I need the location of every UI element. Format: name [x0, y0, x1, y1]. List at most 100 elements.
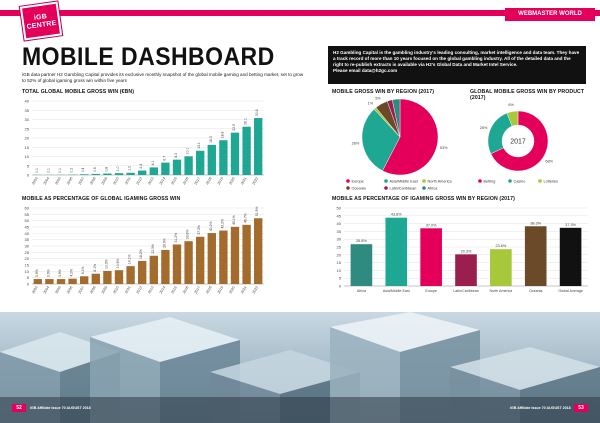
- right-footer-text: iGB Affiliate Issue 70 AUGUST 2018: [510, 406, 571, 410]
- data-label: 43.8%: [391, 213, 402, 217]
- y-tick-label: 30: [25, 244, 30, 249]
- y-tick-label: 55: [25, 212, 30, 217]
- bar: [385, 217, 408, 286]
- x-tick-label: 2005: [54, 177, 61, 186]
- bar: [184, 156, 193, 175]
- bar: [126, 266, 135, 284]
- x-tick-label: 2003: [31, 286, 38, 295]
- bar: [184, 241, 193, 284]
- chart-title-mobile-percentage: MOBILE AS PERCENTAGE OF GLOBAL IGAMING G…: [22, 196, 181, 202]
- y-tick-label: 35: [25, 108, 30, 113]
- legend-label: Oceania: [352, 186, 367, 190]
- data-label: 0.1: [46, 168, 50, 173]
- bar: [420, 228, 442, 286]
- bar: [230, 226, 240, 284]
- bar: [91, 173, 100, 175]
- x-tick-label: 2010: [112, 286, 119, 295]
- bar: [68, 278, 77, 284]
- bar: [219, 230, 228, 284]
- x-tick-label: 2017: [194, 177, 201, 186]
- data-label: 0.1: [58, 168, 62, 173]
- intro-text: iGB data partner H2 Gambling Capital pro…: [22, 72, 304, 83]
- y-tick-label: 60: [25, 206, 30, 211]
- igb-logo: iGB CENTRE: [19, 1, 63, 41]
- x-tick-label: 2005: [54, 286, 61, 295]
- y-tick-label: 0: [27, 173, 30, 178]
- legend-label: Latin/Caribbean: [390, 186, 417, 190]
- legend-swatch: [422, 186, 426, 190]
- data-label: 38.3%: [530, 221, 541, 225]
- x-tick-label: 2020: [228, 286, 235, 295]
- bar: [207, 233, 216, 284]
- pie-slice: [487, 112, 513, 155]
- x-tick-label: 2009: [101, 286, 108, 295]
- bar: [230, 132, 240, 175]
- bar: [103, 173, 112, 175]
- y-tick-label: 50: [337, 206, 342, 211]
- x-tick-label: 2013: [147, 177, 154, 186]
- x-tick-label: 2004: [43, 286, 50, 295]
- slice-label: 2%: [385, 95, 391, 96]
- decorative-cubes-image: [0, 312, 600, 423]
- y-tick-label: 10: [25, 269, 30, 274]
- data-label: 0.2: [70, 168, 74, 173]
- y-tick-label: 35: [337, 229, 342, 234]
- bar: [161, 162, 170, 175]
- data-label: 8.3: [174, 153, 178, 158]
- chart-region-percentage: 0 5 10 15 20 25 30 35 40 45 50 26.8% Africa 43.8% Asia…: [337, 206, 588, 293]
- pie-slice: [361, 108, 401, 172]
- x-tick-label: 2022: [252, 177, 259, 186]
- bar: [45, 279, 54, 284]
- bar: [196, 150, 205, 175]
- data-label: 0.1: [35, 168, 39, 173]
- bar: [114, 173, 124, 175]
- legend-label: North America: [428, 179, 453, 183]
- data-label: 18.8: [220, 132, 224, 139]
- slice-label: 53%: [440, 146, 448, 150]
- legend-swatch: [422, 179, 426, 183]
- data-label: 40.2%: [209, 221, 213, 231]
- data-label: 31.2%: [174, 233, 178, 243]
- x-tick-label: North America: [489, 289, 512, 293]
- y-tick-label: 40: [25, 99, 30, 104]
- slice-label: 6%: [508, 103, 514, 107]
- bar: [219, 140, 228, 175]
- legend-swatch: [346, 186, 350, 190]
- bar: [172, 244, 182, 284]
- data-label: 4.2%: [70, 269, 74, 277]
- data-label: 23.6%: [495, 244, 506, 248]
- data-label: 10.1: [186, 148, 190, 155]
- x-tick-label: 2015: [170, 177, 177, 186]
- pie-slice: [506, 110, 519, 127]
- chart-title-region-percentage: MOBILE AS PERCENTAGE OF IGAMING GROSS WI…: [332, 196, 515, 202]
- x-tick-label: 2012: [136, 286, 143, 295]
- y-tick-label: 15: [25, 145, 30, 150]
- legend-label: Casino: [514, 179, 526, 183]
- y-tick-label: 30: [337, 237, 342, 242]
- left-footer-text: iGB Affiliate Issue 70 AUGUST 2018: [30, 406, 91, 410]
- x-tick-label: 2010: [112, 177, 119, 186]
- chart-title-total-gross-win: TOTAL GLOBAL MOBILE GROSS WIN (€BN): [22, 89, 135, 95]
- data-label: 22.9: [232, 124, 236, 131]
- y-tick-label: 15: [25, 263, 30, 268]
- pie-slice: [490, 110, 549, 172]
- data-label: 10.3%: [104, 259, 108, 269]
- section-brand: WEBMASTER WORLD: [505, 8, 595, 21]
- y-tick-label: 20: [337, 252, 342, 257]
- data-label: 3.9%: [35, 269, 39, 277]
- x-tick-label: Global Average: [558, 289, 583, 293]
- y-tick-label: 20: [25, 136, 30, 141]
- x-tick-label: 2004: [43, 177, 50, 186]
- data-label: 14.1%: [128, 255, 132, 265]
- x-tick-label: 2019: [217, 177, 224, 186]
- top-rule: [0, 10, 600, 16]
- bar: [91, 273, 100, 284]
- data-label: 8.1%: [93, 264, 97, 272]
- x-tick-label: 2008: [89, 177, 96, 186]
- data-label: 33.8%: [186, 230, 190, 240]
- right-page-number: 53: [574, 404, 588, 412]
- bar: [103, 270, 112, 284]
- data-label: 26.9%: [162, 238, 166, 248]
